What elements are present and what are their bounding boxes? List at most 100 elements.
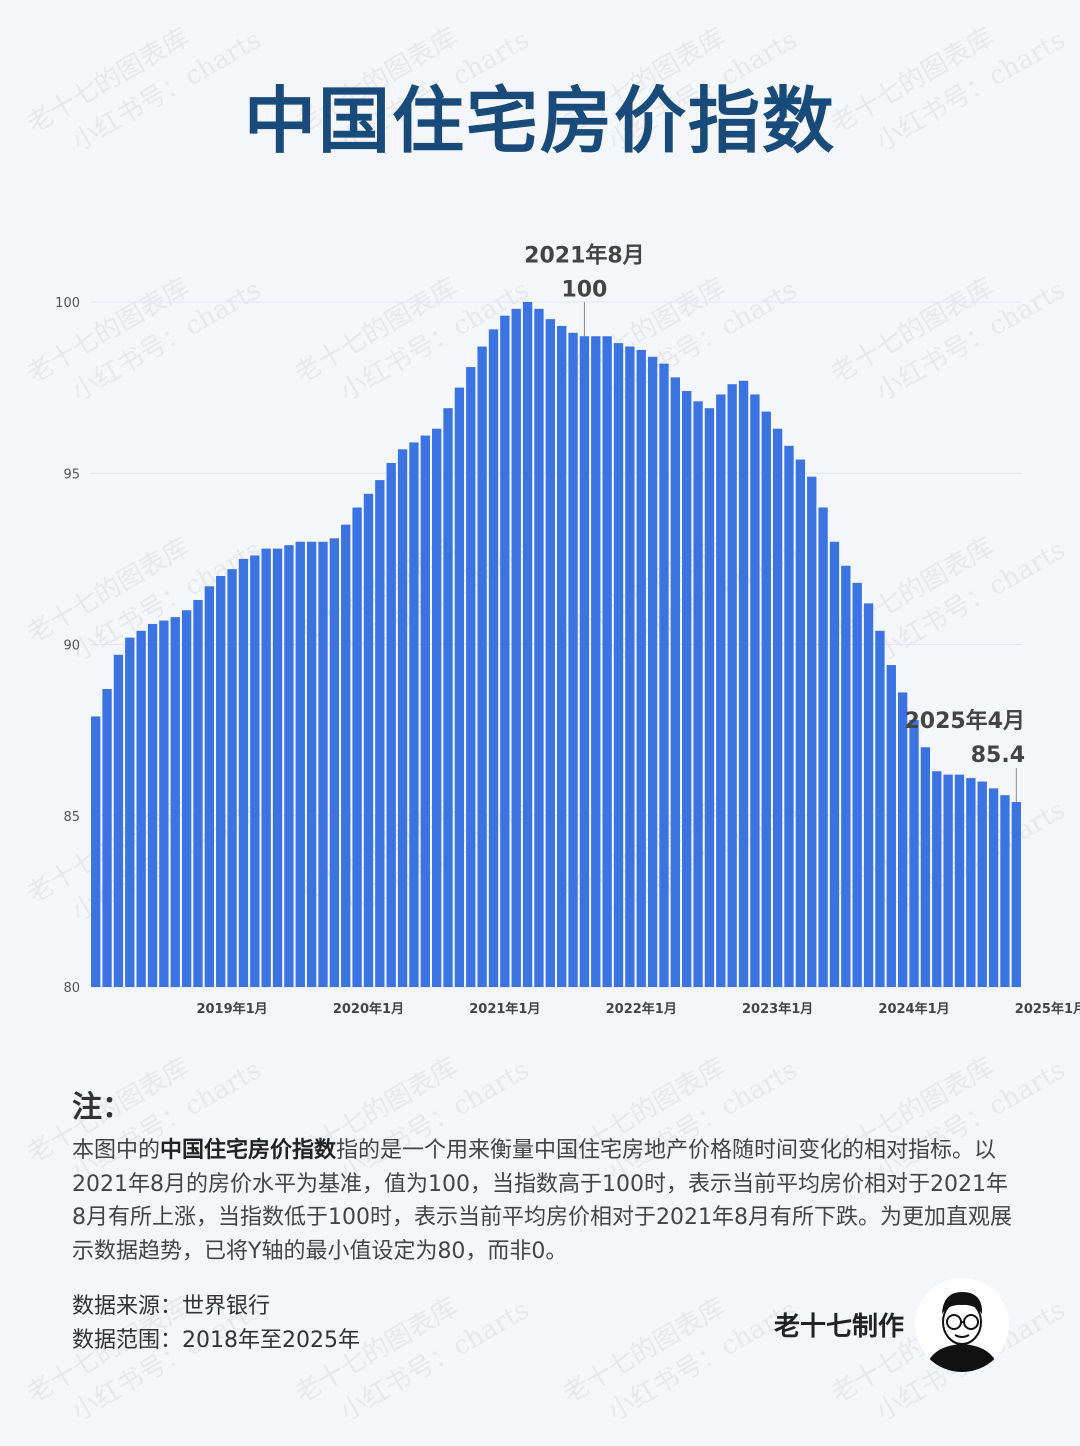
bar: [443, 408, 453, 987]
bar-chart: 80 85 90 95 100 2019年1月 2020年1月 2021年1月 2022年1月 2…: [55, 242, 1080, 1017]
bar: [704, 408, 715, 987]
bar: [329, 538, 340, 987]
bar: [784, 445, 794, 988]
bar: [909, 719, 919, 987]
bar: [352, 507, 362, 987]
bar: [841, 565, 851, 987]
bar: [920, 747, 931, 987]
bar: [250, 555, 260, 987]
bar: [477, 346, 487, 987]
bar: [863, 603, 874, 987]
bar: [568, 332, 578, 987]
bar: [522, 302, 533, 987]
bar: [1000, 795, 1010, 987]
bar: [363, 493, 374, 987]
bar: [375, 480, 385, 987]
bar: [238, 558, 249, 987]
bar: [772, 428, 783, 988]
bar: [897, 692, 908, 987]
bar: [272, 548, 283, 987]
x-tick-label: 2020年1月: [333, 1001, 404, 1017]
bar: [136, 630, 146, 987]
bar: [125, 637, 135, 987]
bar: [386, 462, 396, 988]
y-tick-label: 80: [63, 981, 80, 996]
bar: [875, 630, 885, 987]
bar: [102, 689, 112, 987]
bar: [420, 435, 430, 987]
bar: [647, 356, 658, 987]
bar: [397, 449, 408, 987]
annotation-date: 2025年4月: [904, 708, 1025, 734]
bar: [466, 367, 476, 987]
bar: [1011, 802, 1021, 987]
bar: [204, 586, 215, 987]
bar: [261, 548, 271, 987]
annotation-date: 2021年8月: [524, 242, 645, 268]
bar: [193, 599, 203, 987]
note-text: 本图中的中国住宅房价指数指的是一个用来衡量中国住宅房地产价格随时间变化的相对指标…: [72, 1134, 1012, 1268]
bar: [943, 774, 953, 987]
bar: [545, 319, 555, 987]
bar: [738, 380, 749, 987]
bar: [818, 507, 828, 987]
bar: [886, 665, 896, 987]
x-tick-label: 2023年1月: [742, 1001, 813, 1017]
y-tick-label: 90: [63, 639, 80, 654]
bar: [341, 524, 351, 987]
bar: [227, 569, 237, 987]
bar: [613, 343, 624, 988]
x-tick-label: 2022年1月: [606, 1001, 677, 1017]
bar: [795, 459, 806, 987]
bar: [932, 771, 942, 987]
bar: [727, 384, 737, 987]
y-tick-label: 100: [55, 296, 80, 311]
x-tick-label: 2024年1月: [878, 1001, 949, 1017]
x-tick-label: 2019年1月: [196, 1001, 267, 1017]
x-tick-label: 2021年1月: [469, 1001, 540, 1017]
y-tick-label: 85: [63, 810, 80, 825]
bar: [591, 336, 601, 987]
bar: [295, 541, 305, 987]
bar: [534, 308, 544, 988]
bar: [977, 781, 987, 987]
bar: [409, 442, 419, 987]
bar: [170, 617, 180, 987]
bar: [636, 349, 646, 987]
author-credit: 老十七制作: [774, 1312, 905, 1342]
annotation-value: 100: [561, 277, 607, 302]
note-text-before: 本图中的: [72, 1138, 161, 1163]
bar: [852, 582, 862, 987]
note-section: 注： 本图中的中国住宅房价指数指的是一个用来衡量中国住宅房地产价格随时间变化的相…: [72, 1082, 1012, 1268]
bar: [829, 541, 840, 987]
bar: [306, 541, 317, 987]
bar: [693, 401, 703, 987]
bar: [579, 336, 590, 987]
y-tick-label: 95: [63, 467, 80, 482]
bar: [147, 623, 158, 987]
meta-info: 数据来源：世界银行 数据范围：2018年至2025年: [72, 1290, 360, 1358]
watermark-text: 老十七的图表库小红书号：charts: [558, 1292, 803, 1428]
annotation-value: 85.4: [971, 743, 1025, 768]
bar: [602, 336, 612, 987]
bar: [625, 346, 635, 987]
bar: [318, 541, 328, 987]
bar: [431, 428, 442, 988]
bar: [761, 411, 771, 988]
bar: [750, 394, 760, 988]
bar: [454, 387, 465, 987]
note-text-after: 指的是一个用来衡量中国住宅房地产价格随时间变化的相对指标。以2021年8月的房价…: [72, 1138, 1012, 1264]
bar: [91, 716, 101, 987]
bar: [511, 308, 521, 988]
note-heading: 注：: [72, 1090, 132, 1125]
bar: [113, 654, 124, 987]
bar: [966, 778, 976, 987]
bar: [988, 788, 999, 987]
bar: [807, 476, 817, 987]
bar: [670, 377, 681, 988]
bar: [488, 329, 499, 987]
bar: [181, 610, 192, 987]
bar: [216, 576, 226, 987]
bar: [659, 363, 669, 987]
data-range: 数据范围：2018年至2025年: [72, 1328, 360, 1353]
